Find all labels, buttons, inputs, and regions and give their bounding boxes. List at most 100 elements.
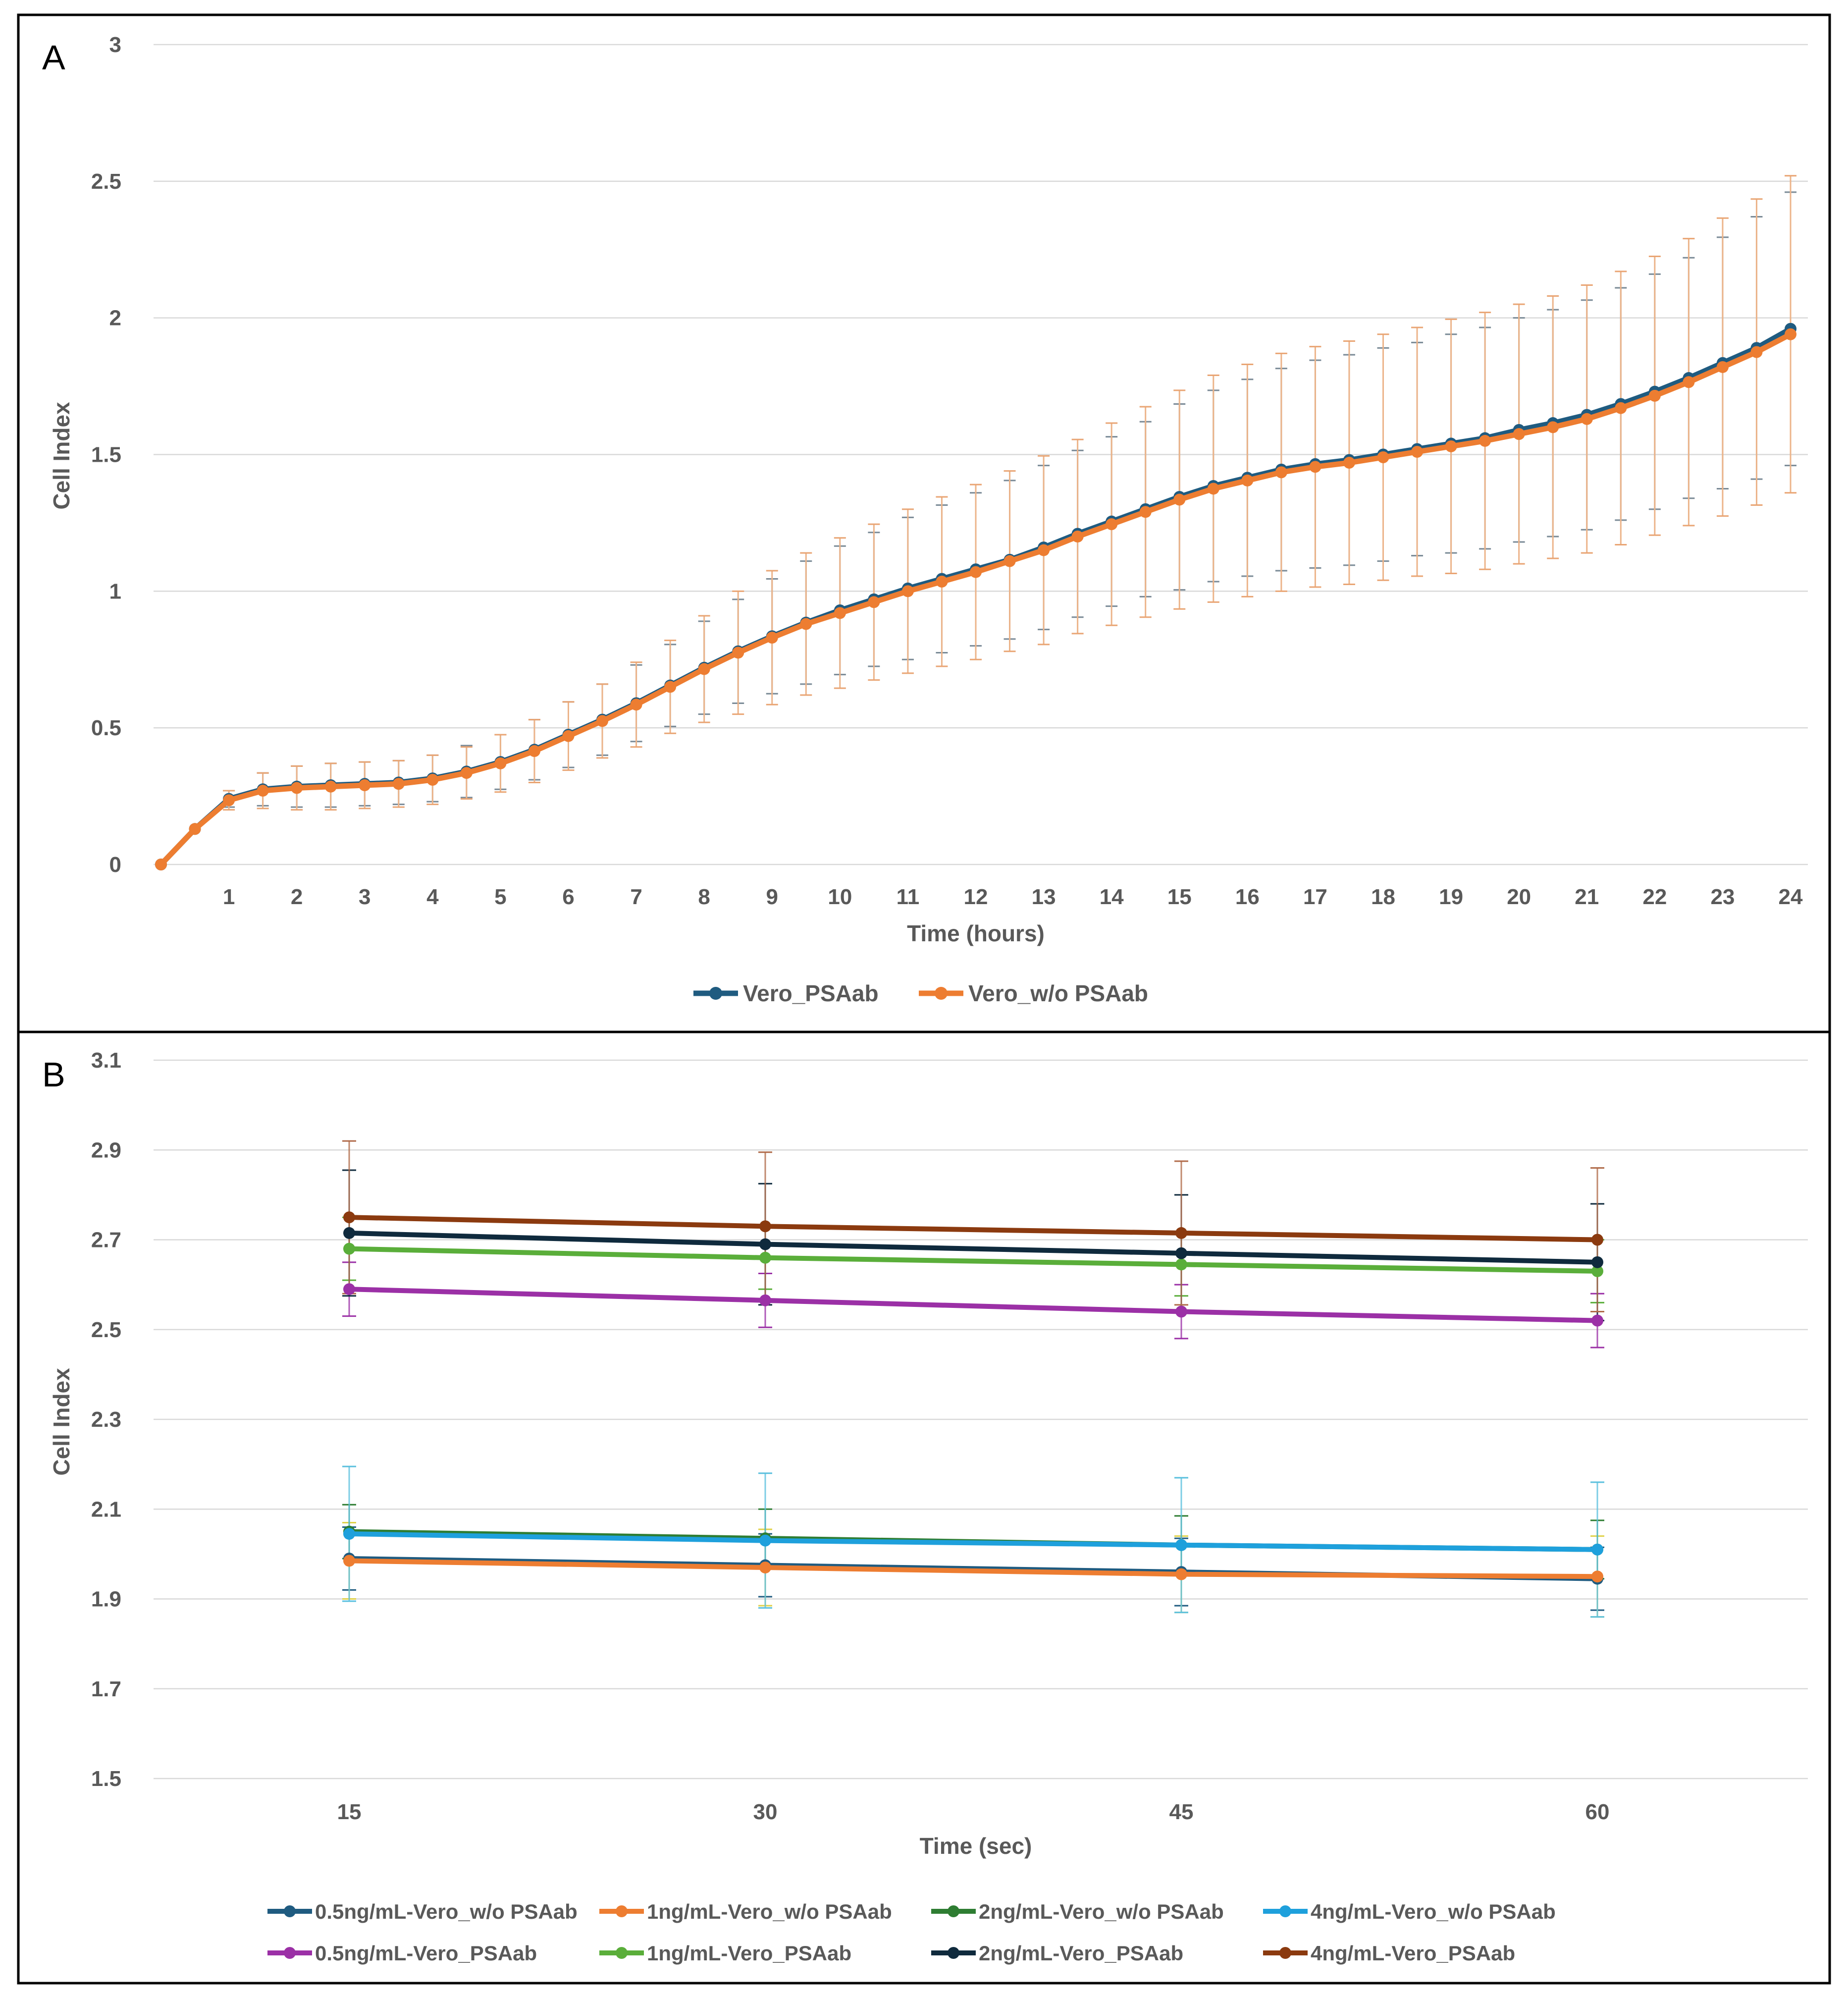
- panel-b-data-point: [343, 1283, 355, 1296]
- panel-b-y-tick-label: 1.7: [91, 1677, 121, 1701]
- panel-a-y-tick-label: 2: [109, 306, 121, 330]
- panel-b-data-point: [759, 1220, 771, 1233]
- panel-a-data-point: [1445, 440, 1457, 452]
- panel-a-data-point: [1173, 493, 1186, 506]
- panel-a-x-tick-label: 22: [1642, 885, 1667, 909]
- panel-a-data-point: [1581, 413, 1593, 425]
- panel-a-data-point: [800, 618, 812, 630]
- panel-a-data-point: [901, 585, 914, 597]
- panel-a-data-point: [359, 779, 371, 792]
- panel-a-y-tick-label: 0.5: [91, 716, 121, 740]
- panel-a-x-tick-label: 1: [223, 885, 235, 909]
- panel-a-data-point: [664, 681, 677, 693]
- panel-b-data-point: [1175, 1258, 1187, 1271]
- panel-a-data-point: [1139, 506, 1152, 518]
- panel-b-legend-label: 2ng/mL-Vero_w/o PSAab: [979, 1900, 1224, 1923]
- panel-b-data-point: [343, 1242, 355, 1255]
- panel-b-chart: B 1.5 1.7 1.9 2.1 2.3 2.5 2.7 2.9 3.1 15 30 45 60 T…: [17, 1030, 1831, 1985]
- panel-b-y-tick-label: 3.1: [91, 1048, 121, 1073]
- panel-a-data-point: [1377, 451, 1389, 464]
- panel-b-series-line: [349, 1215, 1598, 1242]
- panel-a-x-tick-label: 14: [1100, 885, 1124, 909]
- panel-a-data-point: [936, 576, 948, 588]
- panel-b-data-point: [759, 1562, 771, 1574]
- panel-a-data-point: [291, 782, 303, 794]
- panel-b-data-point: [1591, 1234, 1603, 1246]
- panel-b-data-point: [343, 1227, 355, 1239]
- panel-a-y-tick-label: 3: [109, 33, 121, 57]
- panel-a-data-point: [1615, 402, 1627, 414]
- panel-a-x-tick-label: 16: [1235, 885, 1260, 909]
- panel-a-data-point: [1648, 389, 1661, 402]
- panel-b-data-point: [1175, 1305, 1187, 1318]
- panel-a-chart: A 00.511.522.53 1 2 3 4 5 6 7 8 9 10 11 12 13 14 15 16 1…: [17, 13, 1831, 1033]
- panel-a-data-point: [1479, 434, 1491, 447]
- panel-a-data-point: [630, 699, 642, 711]
- panel-b-legend-marker: [1279, 1947, 1291, 1959]
- panel-a-x-tick-label: 17: [1303, 885, 1327, 909]
- panel-a-x-tick-label: 7: [630, 885, 642, 909]
- panel-a-x-tick-label: 2: [291, 885, 303, 909]
- panel-b-x-axis-title: Time (sec): [920, 1833, 1032, 1859]
- panel-a-data-point: [1513, 428, 1525, 440]
- panel-b-y-tick-label: 1.9: [91, 1587, 121, 1612]
- panel-a-x-tick-label: 9: [766, 885, 778, 909]
- panel-a-x-tick-label: 18: [1371, 885, 1395, 909]
- panel-a-y-tick-label: 2.5: [91, 169, 121, 194]
- panel-b-legend-marker: [284, 1947, 296, 1959]
- panel-a-x-tick-label: 20: [1507, 885, 1531, 909]
- panel-a-x-tick-label: 5: [494, 885, 506, 909]
- panel-b-y-tick-label: 1.5: [91, 1767, 121, 1791]
- panel-a-data-point: [460, 767, 473, 779]
- panel-b-data-point: [1175, 1568, 1187, 1580]
- panel-a-x-tick-label: 15: [1167, 885, 1192, 909]
- panel-a-data-point: [189, 823, 201, 835]
- panel-b-legend-label: 4ng/mL-Vero_PSAab: [1311, 1942, 1515, 1965]
- panel-a-legend-marker: [935, 987, 948, 1000]
- panel-a-x-tick-label: 10: [828, 885, 852, 909]
- panel-b-letter: B: [42, 1055, 65, 1094]
- panel-b-legend-marker: [948, 1905, 959, 1917]
- panel-b-legend-label: 1ng/mL-Vero_PSAab: [647, 1942, 851, 1965]
- panel-a-data-point: [1309, 461, 1321, 473]
- panel-a-data-point: [834, 607, 846, 619]
- panel-b-legend-marker: [1279, 1905, 1291, 1917]
- panel-b-data-point: [759, 1294, 771, 1306]
- panel-a-x-tick-label: 6: [562, 885, 574, 909]
- panel-b-legend-label: 4ng/mL-Vero_w/o PSAab: [1311, 1900, 1556, 1923]
- panel-b-data-point: [1591, 1265, 1603, 1277]
- panel-b-legend-marker: [948, 1947, 959, 1959]
- panel-b-x-tick-label: 30: [753, 1800, 778, 1824]
- panel-b-legend-label: 2ng/mL-Vero_PSAab: [979, 1942, 1183, 1965]
- panel-b-series-line: [349, 1230, 1598, 1265]
- panel-b-data-point: [1591, 1314, 1603, 1327]
- panel-a-data-point: [1071, 531, 1084, 542]
- panel-b-data-point: [1175, 1227, 1187, 1239]
- panel-b-x-tick-label: 15: [337, 1800, 362, 1824]
- panel-b-series-line: [349, 1287, 1598, 1323]
- panel-a-data-point: [155, 859, 167, 870]
- panel-a-data-point: [698, 663, 710, 675]
- panel-a-x-tick-label: 21: [1575, 885, 1599, 909]
- panel-a-data-point: [528, 745, 540, 757]
- panel-b-data-point: [759, 1251, 771, 1264]
- panel-a-x-tick-label: 3: [359, 885, 370, 909]
- panel-b-y-tick-label: 2.3: [91, 1407, 121, 1432]
- panel-a-data-point: [1343, 457, 1355, 469]
- panel-b-data-point: [1175, 1539, 1187, 1551]
- panel-a-data-point: [1547, 421, 1559, 433]
- panel-a-data-point: [868, 596, 880, 608]
- panel-a-x-tick-label: 13: [1032, 885, 1056, 909]
- panel-b-border: [17, 1030, 1831, 1985]
- panel-b-data-point: [1591, 1570, 1603, 1583]
- panel-b-data-point: [1591, 1543, 1603, 1556]
- panel-a-data-point: [324, 780, 337, 793]
- panel-b-y-tick-label: 2.5: [91, 1318, 121, 1342]
- panel-a-legend-label: Vero_PSAab: [743, 980, 879, 1006]
- panel-a-data-point: [1106, 518, 1118, 531]
- panel-a-y-tick-label: 1.5: [91, 443, 121, 467]
- panel-b-data-point: [343, 1211, 355, 1224]
- panel-a-x-tick-label: 4: [426, 885, 439, 909]
- panel-b-data-point: [1175, 1247, 1187, 1259]
- panel-a-data-point: [1207, 483, 1219, 495]
